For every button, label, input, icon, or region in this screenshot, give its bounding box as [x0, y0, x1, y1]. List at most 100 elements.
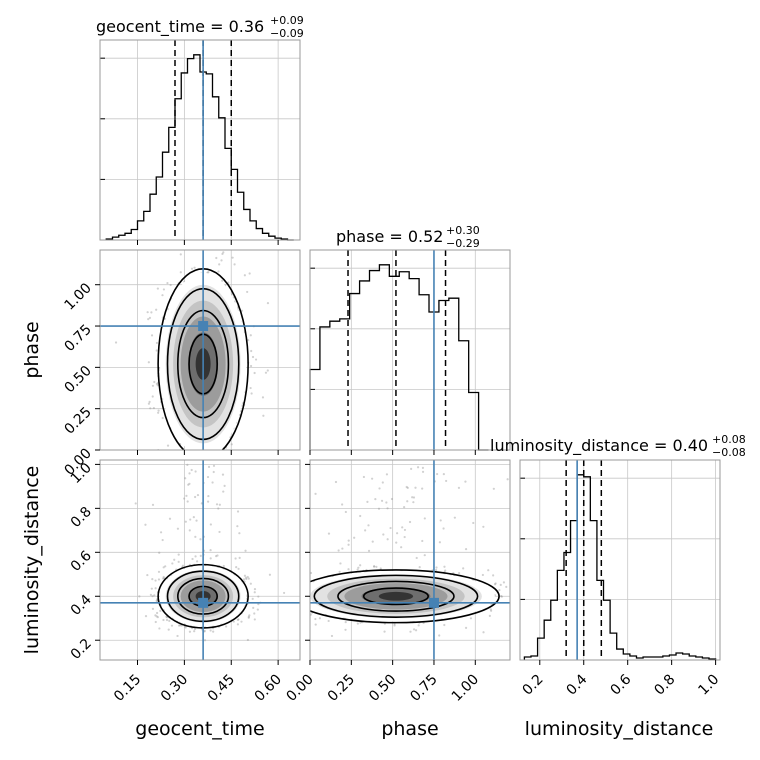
pair-phase-luminosity-distance-point [443, 565, 446, 568]
pair-geocent-time-luminosity-distance-point [238, 532, 241, 535]
pair-geocent-time-luminosity-distance-point [161, 577, 165, 580]
pair-phase-luminosity-distance-point [412, 628, 416, 631]
pair-geocent-time-phase-point [179, 271, 182, 274]
pair-phase-luminosity-distance-point [291, 583, 293, 585]
title-geocent-time-minus: −0.09 [270, 27, 304, 40]
pair-geocent-time-luminosity-distance-point [161, 538, 164, 542]
pair-phase-luminosity-distance-point [537, 587, 539, 589]
pair-phase-luminosity-distance-point [521, 580, 523, 582]
pair-phase-luminosity-distance-point [488, 614, 491, 617]
pair-geocent-time-phase-point [266, 301, 270, 305]
pair-geocent-time-luminosity-distance-point [257, 595, 260, 598]
pair-geocent-time-luminosity-distance-point [159, 531, 163, 534]
xtick-label-luminosity_distance-1: 0.4 [564, 671, 591, 698]
pair-geocent-time-luminosity-distance-point [173, 558, 176, 561]
xlabel-phase: phase [381, 718, 438, 740]
pair-phase-luminosity-distance-point [512, 603, 514, 605]
pair-phase-luminosity-distance-point [245, 617, 247, 619]
pair-phase-luminosity-distance-point [379, 567, 382, 570]
pair-geocent-time-luminosity-distance-frame [99, 459, 301, 661]
pair-geocent-time-luminosity-distance-point [191, 557, 194, 561]
pair-geocent-time-luminosity-distance-point [234, 557, 237, 560]
pair-phase-luminosity-distance-point [494, 582, 497, 585]
pair-geocent-time-luminosity-distance-point [194, 495, 197, 499]
pair-geocent-time-phase-point [157, 451, 159, 453]
pair-phase-luminosity-distance-point [417, 624, 420, 627]
pair-phase-luminosity-distance-point [499, 583, 502, 586]
pair-geocent-time-luminosity-distance-point [188, 529, 191, 532]
xtick-label-geocent_time-1: 0.30 [158, 672, 191, 705]
pair-geocent-time-phase-point [238, 206, 240, 208]
pair-phase-luminosity-distance-point [281, 610, 283, 612]
pair-geocent-time-luminosity-distance-point [236, 618, 239, 621]
pair-geocent-time-luminosity-distance-point [151, 595, 154, 598]
pair-phase-luminosity-distance-point [269, 610, 271, 612]
pair-geocent-time-luminosity-distance-point [156, 616, 159, 619]
pair-geocent-time-luminosity-distance-point [212, 630, 215, 633]
pair-geocent-time-luminosity-distance-point [157, 570, 161, 573]
ytick-label-luminosity_distance-3: 0.8 [68, 504, 95, 531]
pair-phase-luminosity-distance-point [513, 634, 515, 636]
pair-phase-luminosity-distance-panel [245, 459, 539, 661]
pair-geocent-time-luminosity-distance-point [155, 599, 158, 602]
pair-phase-luminosity-distance-point [356, 568, 359, 571]
pair-phase-luminosity-distance-point [395, 541, 398, 544]
pair-geocent-time-luminosity-distance-point [236, 623, 240, 626]
pair-geocent-time-luminosity-distance-point [151, 503, 155, 506]
pair-geocent-time-phase-frame [99, 249, 301, 451]
pair-geocent-time-luminosity-distance-point [207, 465, 211, 469]
pair-phase-luminosity-distance-point [362, 475, 366, 479]
pair-phase-luminosity-distance-point [415, 556, 418, 560]
pair-geocent-time-luminosity-distance-point [196, 493, 200, 497]
pair-phase-luminosity-distance-point [403, 528, 407, 532]
pair-geocent-time-luminosity-distance-point [138, 595, 141, 598]
pair-phase-luminosity-distance-point [411, 496, 414, 499]
pair-geocent-time-phase-point [266, 369, 269, 372]
pair-phase-luminosity-distance-point [406, 486, 409, 489]
pair-geocent-time-luminosity-distance-point [253, 587, 257, 591]
pair-phase-luminosity-distance-point [416, 466, 420, 469]
pair-phase-luminosity-distance-point [262, 609, 264, 611]
pair-geocent-time-luminosity-distance-point [154, 614, 157, 617]
pair-geocent-time-phase-point [188, 451, 190, 453]
pair-phase-luminosity-distance-point [339, 562, 342, 565]
pair-geocent-time-phase-point [157, 411, 160, 414]
pair-phase-luminosity-distance-point [367, 549, 371, 552]
pair-phase-luminosity-distance-point [306, 613, 308, 615]
pair-phase-luminosity-distance-point [403, 535, 406, 539]
pair-phase-luminosity-distance-point [291, 591, 293, 593]
pair-geocent-time-phase-point [246, 290, 249, 294]
pair-geocent-time-phase-point [221, 279, 224, 282]
pair-geocent-time-phase-point [222, 494, 224, 496]
pair-phase-luminosity-distance-point [288, 599, 290, 601]
title-geocent-time-main: geocent_time = 0.36 [96, 17, 264, 37]
pair-geocent-time-luminosity-distance-point [184, 477, 187, 480]
pair-phase-luminosity-distance-point [373, 565, 376, 568]
pair-phase-luminosity-distance-point [359, 514, 362, 518]
pair-phase-luminosity-distance-point [266, 607, 268, 609]
pair-geocent-time-phase-point [166, 444, 170, 447]
title-phase: phase = 0.52 [336, 227, 443, 246]
pair-phase-luminosity-distance-point [499, 595, 503, 598]
pair-geocent-time-luminosity-distance-point [176, 634, 179, 638]
hist-luminosity-distance-panel [519, 459, 721, 661]
pair-phase-luminosity-distance-point [492, 487, 495, 490]
pair-geocent-time-phase-point [148, 400, 151, 403]
pair-geocent-time-luminosity-distance-point [158, 551, 161, 554]
pair-geocent-time-luminosity-distance-point [149, 593, 152, 596]
pair-geocent-time-luminosity-distance-point [215, 503, 219, 506]
pair-phase-luminosity-distance-point [271, 581, 273, 583]
pair-geocent-time-luminosity-distance-point [184, 626, 187, 629]
pair-phase-luminosity-distance-content [245, 460, 539, 660]
pair-phase-luminosity-distance-point [505, 585, 508, 588]
pair-geocent-time-luminosity-distance-point [209, 629, 212, 632]
pair-geocent-time-luminosity-distance-point [189, 518, 192, 521]
pair-geocent-time-luminosity-distance-point [187, 483, 190, 486]
pair-geocent-time-luminosity-distance-point [221, 473, 225, 476]
pair-geocent-time-luminosity-distance-point [212, 464, 216, 467]
pair-geocent-time-luminosity-distance-point [222, 490, 225, 493]
pair-geocent-time-luminosity-distance-point [195, 519, 198, 522]
pair-geocent-time-phase-point [225, 451, 227, 453]
pair-geocent-time-luminosity-distance-point [167, 628, 170, 631]
